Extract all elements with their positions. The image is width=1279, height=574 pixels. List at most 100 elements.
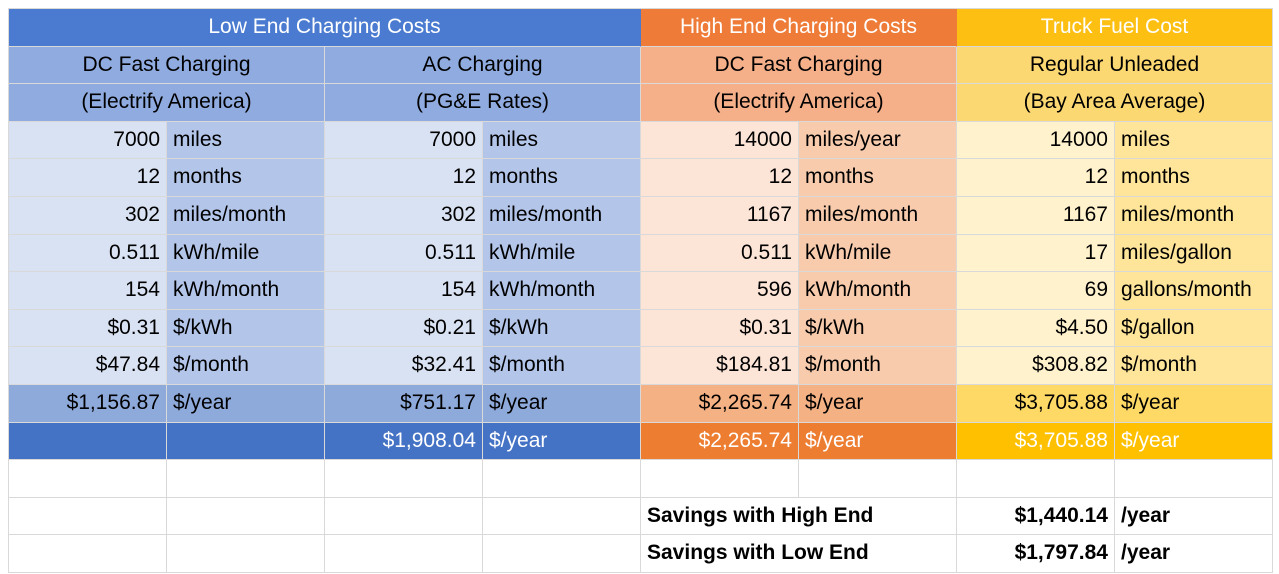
empty-cell[interactable] (1115, 460, 1273, 498)
truck-unit[interactable]: months (1115, 159, 1273, 197)
low-ac-unit[interactable]: $/month (483, 347, 641, 385)
empty-cell[interactable] (483, 497, 641, 536)
high-dc-unit[interactable]: $/month (799, 347, 957, 385)
empty-cell[interactable] (483, 460, 641, 498)
header-truck[interactable]: Truck Fuel Cost (957, 9, 1273, 47)
low-ac-value[interactable]: 0.511 (325, 234, 483, 273)
empty-cell[interactable] (325, 535, 483, 573)
subheader-low-ac[interactable]: AC Charging (325, 46, 641, 85)
low-ac-year-unit[interactable]: $/year (483, 384, 641, 423)
low-dc-value[interactable]: 7000 (9, 121, 167, 160)
savings-high-label[interactable]: Savings with High End (641, 497, 957, 536)
truck-unit[interactable]: gallons/month (1115, 272, 1273, 310)
high-dc-value[interactable]: 0.511 (641, 234, 799, 273)
high-dc-value[interactable]: 1167 (641, 196, 799, 235)
empty-cell[interactable] (957, 460, 1115, 498)
empty-cell[interactable] (799, 460, 957, 498)
empty-cell[interactable] (9, 497, 167, 536)
empty-cell[interactable] (167, 497, 325, 536)
empty-cell[interactable] (167, 460, 325, 498)
subheader-truck-source[interactable]: (Bay Area Average) (957, 84, 1273, 122)
high-dc-unit[interactable]: miles/year (799, 121, 957, 160)
truck-total-unit[interactable]: $/year (1115, 422, 1273, 461)
low-ac-unit[interactable]: miles/month (483, 196, 641, 235)
subheader-high-dc[interactable]: DC Fast Charging (641, 46, 957, 85)
low-ac-unit[interactable]: months (483, 159, 641, 197)
low-dc-value[interactable]: $47.84 (9, 347, 167, 385)
savings-low-unit[interactable]: /year (1115, 535, 1273, 573)
low-ac-unit[interactable]: $/kWh (483, 309, 641, 348)
empty-cell[interactable] (325, 460, 483, 498)
truck-value[interactable]: 14000 (957, 121, 1115, 160)
empty-cell[interactable] (325, 497, 483, 536)
low-ac-value[interactable]: $32.41 (325, 347, 483, 385)
truck-year-value[interactable]: $3,705.88 (957, 384, 1115, 423)
low-dc-year-unit[interactable]: $/year (167, 384, 325, 423)
truck-value[interactable]: 12 (957, 159, 1115, 197)
high-dc-unit[interactable]: months (799, 159, 957, 197)
low-total-empty-cell[interactable] (167, 422, 325, 461)
high-dc-value[interactable]: 596 (641, 272, 799, 310)
low-ac-value[interactable]: 7000 (325, 121, 483, 160)
truck-unit[interactable]: $/gallon (1115, 309, 1273, 348)
low-dc-unit[interactable]: miles/month (167, 196, 325, 235)
high-dc-unit[interactable]: kWh/month (799, 272, 957, 310)
high-dc-value[interactable]: 14000 (641, 121, 799, 160)
low-ac-unit[interactable]: miles (483, 121, 641, 160)
low-dc-value[interactable]: 302 (9, 196, 167, 235)
low-ac-unit[interactable]: kWh/month (483, 272, 641, 310)
truck-value[interactable]: 69 (957, 272, 1115, 310)
low-dc-unit[interactable]: kWh/mile (167, 234, 325, 273)
empty-cell[interactable] (167, 535, 325, 573)
low-dc-unit[interactable]: $/kWh (167, 309, 325, 348)
subheader-low-dc[interactable]: DC Fast Charging (9, 46, 325, 85)
savings-low-value[interactable]: $1,797.84 (957, 535, 1115, 573)
low-ac-value[interactable]: 12 (325, 159, 483, 197)
subheader-low-ac-source[interactable]: (PG&E Rates) (325, 84, 641, 122)
high-dc-year-unit[interactable]: $/year (799, 384, 957, 423)
low-dc-value[interactable]: 12 (9, 159, 167, 197)
high-dc-unit[interactable]: $/kWh (799, 309, 957, 348)
low-dc-unit[interactable]: months (167, 159, 325, 197)
low-dc-value[interactable]: 0.511 (9, 234, 167, 273)
low-dc-value[interactable]: 154 (9, 272, 167, 310)
low-ac-value[interactable]: $0.21 (325, 309, 483, 348)
savings-high-unit[interactable]: /year (1115, 497, 1273, 536)
truck-value[interactable]: $308.82 (957, 347, 1115, 385)
high-dc-unit[interactable]: kWh/mile (799, 234, 957, 273)
low-ac-unit[interactable]: kWh/mile (483, 234, 641, 273)
empty-cell[interactable] (9, 460, 167, 498)
empty-cell[interactable] (483, 535, 641, 573)
high-total-value[interactable]: $2,265.74 (641, 422, 799, 461)
high-dc-unit[interactable]: miles/month (799, 196, 957, 235)
header-low-end[interactable]: Low End Charging Costs (9, 9, 641, 47)
high-dc-value[interactable]: $184.81 (641, 347, 799, 385)
truck-value[interactable]: $4.50 (957, 309, 1115, 348)
high-total-unit[interactable]: $/year (799, 422, 957, 461)
subheader-high-dc-source[interactable]: (Electrify America) (641, 84, 957, 122)
low-total-unit[interactable]: $/year (483, 422, 641, 461)
header-high-end[interactable]: High End Charging Costs (641, 9, 957, 47)
truck-unit[interactable]: $/month (1115, 347, 1273, 385)
subheader-truck[interactable]: Regular Unleaded (957, 46, 1273, 85)
high-dc-value[interactable]: $0.31 (641, 309, 799, 348)
savings-high-value[interactable]: $1,440.14 (957, 497, 1115, 536)
empty-cell[interactable] (641, 460, 799, 498)
low-dc-unit[interactable]: miles (167, 121, 325, 160)
savings-low-label[interactable]: Savings with Low End (641, 535, 957, 573)
truck-year-unit[interactable]: $/year (1115, 384, 1273, 423)
truck-value[interactable]: 17 (957, 234, 1115, 273)
low-ac-value[interactable]: 154 (325, 272, 483, 310)
low-dc-unit[interactable]: kWh/month (167, 272, 325, 310)
truck-unit[interactable]: miles/gallon (1115, 234, 1273, 273)
high-dc-value[interactable]: 12 (641, 159, 799, 197)
low-dc-unit[interactable]: $/month (167, 347, 325, 385)
low-total-empty-cell[interactable] (9, 422, 167, 461)
truck-total-value[interactable]: $3,705.88 (957, 422, 1115, 461)
high-dc-year-value[interactable]: $2,265.74 (641, 384, 799, 423)
truck-unit[interactable]: miles (1115, 121, 1273, 160)
empty-cell[interactable] (9, 535, 167, 573)
low-ac-year-value[interactable]: $751.17 (325, 384, 483, 423)
truck-unit[interactable]: miles/month (1115, 196, 1273, 235)
subheader-low-dc-source[interactable]: (Electrify America) (9, 84, 325, 122)
